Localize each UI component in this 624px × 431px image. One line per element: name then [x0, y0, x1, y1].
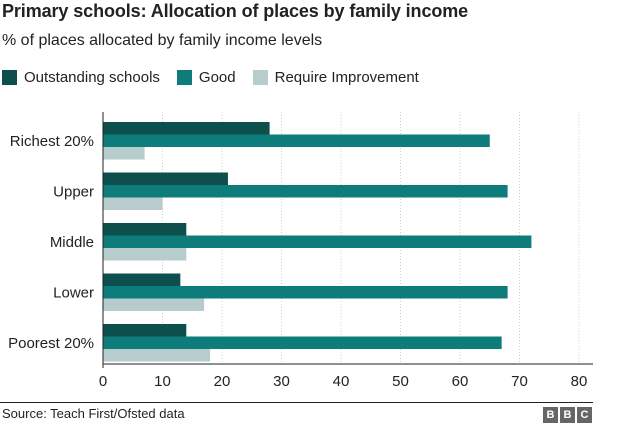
legend-swatch-good	[176, 69, 192, 85]
bbc-logo: B B C	[541, 407, 592, 423]
bar	[103, 298, 205, 311]
x-tick-label: 0	[99, 373, 107, 390]
bar	[103, 134, 490, 147]
chart-subtitle: % of places allocated by family income l…	[2, 32, 323, 49]
bar-chart: Richest 20% Upper Middle Lower Poorest 20% 0 1…	[8, 112, 593, 390]
bar	[103, 122, 270, 135]
bar	[103, 185, 508, 198]
category-label: Middle	[50, 234, 94, 251]
legend-swatch-outstanding	[2, 69, 17, 85]
bbc-logo-letter: C	[577, 407, 592, 423]
chart-title: Primary schools: Allocation of places by…	[2, 1, 469, 21]
legend-item-good: Good	[176, 68, 236, 86]
bbc-logo-letter: B	[560, 407, 575, 423]
x-tick-label: 60	[452, 373, 469, 390]
legend-item-outstanding: Outstanding schools	[2, 69, 160, 86]
x-tick-label: 20	[214, 373, 231, 390]
category-label: Richest 20%	[10, 133, 94, 150]
x-tick-label: 50	[392, 373, 409, 390]
x-tick-label: 10	[154, 373, 171, 390]
bar	[103, 248, 187, 261]
x-tick-label: 40	[333, 373, 350, 390]
legend: Outstanding schools Good Require Improve…	[2, 67, 436, 87]
legend-item-require-improvement: Require Improvement	[252, 68, 419, 86]
bar	[103, 286, 508, 299]
category-label: Upper	[53, 183, 94, 200]
bar	[103, 324, 187, 337]
footer-divider	[0, 402, 593, 403]
bar	[103, 197, 163, 210]
category-label: Lower	[53, 284, 94, 301]
legend-label-good: Good	[198, 68, 236, 86]
source-note: Source: Teach First/Ofsted data	[2, 406, 185, 421]
bar	[103, 273, 181, 286]
bar	[103, 223, 187, 236]
legend-swatch-require-improvement	[252, 69, 268, 85]
x-tick-label: 80	[571, 373, 588, 390]
bar	[103, 147, 145, 160]
x-tick-label: 70	[511, 373, 528, 390]
bbc-logo-letter: B	[543, 407, 558, 423]
legend-label-require-improvement: Require Improvement	[274, 68, 419, 86]
legend-label-outstanding: Outstanding schools	[24, 68, 160, 86]
bar	[103, 349, 211, 362]
category-label: Poorest 20%	[8, 335, 94, 352]
x-tick-label: 30	[273, 373, 290, 390]
bar	[103, 336, 502, 349]
bar	[103, 235, 532, 248]
bar	[103, 172, 228, 185]
